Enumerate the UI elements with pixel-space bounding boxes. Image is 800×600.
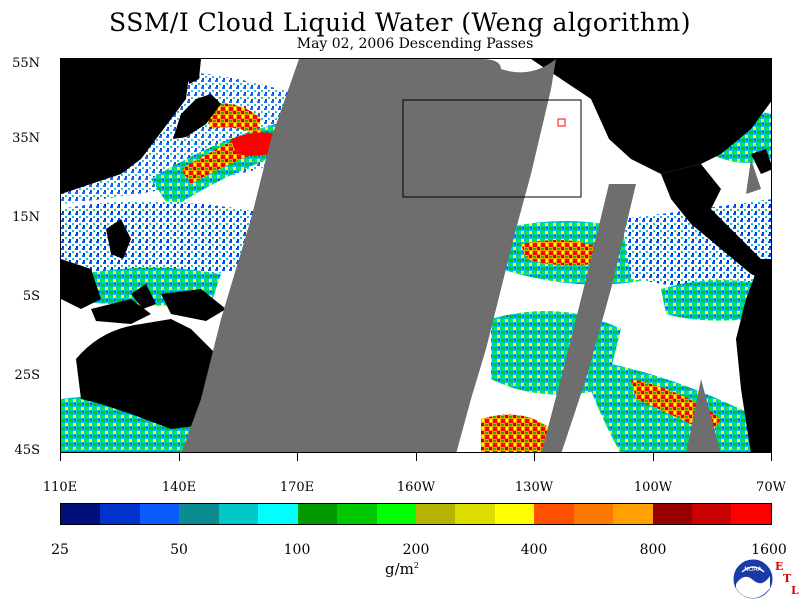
colorbar-swatch [179, 504, 219, 524]
x-tick [653, 453, 654, 461]
cloud-water-map [60, 58, 772, 453]
colorbar-label: 100 [283, 542, 311, 558]
red-marker-box [557, 118, 566, 127]
lon-label-100w: 100W [633, 480, 673, 495]
no-data-swaths [181, 59, 761, 452]
colorbar-swatch [100, 504, 140, 524]
colorbar-swatch [139, 504, 180, 524]
x-tick [297, 453, 298, 461]
colorbar-label: 400 [520, 542, 548, 558]
x-tick [771, 453, 772, 461]
lat-label-45s: 45S [14, 443, 40, 458]
x-tick [416, 453, 417, 461]
units-exponent: 2 [413, 561, 419, 570]
colorbar-swatch [376, 504, 416, 524]
colorbar-label: 200 [402, 542, 430, 558]
lon-label-140e: 140E [161, 480, 197, 495]
colorbar-label: 50 [170, 542, 188, 558]
colorbar-swatch [731, 504, 771, 524]
x-tick [60, 453, 61, 461]
colorbar-swatch [494, 504, 535, 524]
lon-label-130w: 130W [514, 480, 554, 495]
analysis-box [402, 99, 582, 198]
colorbar-label: 25 [51, 542, 69, 558]
colorbar-swatch [534, 504, 574, 524]
colorbar [60, 503, 772, 525]
map-canvas [61, 59, 771, 452]
etl-letter-t: T [783, 572, 792, 585]
colorbar-swatch [415, 504, 456, 524]
map-subtitle: May 02, 2006 Descending Passes [296, 36, 534, 52]
colorbar-swatch [455, 504, 495, 524]
land-masses [61, 59, 771, 452]
lon-label-110e: 110E [42, 480, 78, 495]
colorbar-label: 800 [639, 542, 667, 558]
noaa-logo-text: NOAA [744, 566, 762, 573]
x-tick [534, 453, 535, 461]
colorbar-swatch [258, 504, 298, 524]
colorbar-swatch [652, 504, 692, 524]
colorbar-swatch [297, 504, 338, 524]
colorbar-units: g/m2 [385, 560, 419, 578]
noaa-logo: NOAA [732, 558, 774, 600]
lat-label-15n: 15N [12, 210, 40, 225]
colorbar-swatch [573, 504, 614, 524]
x-tick [179, 453, 180, 461]
lat-label-35n: 35N [12, 131, 40, 146]
lon-label-160w: 160W [396, 480, 436, 495]
etl-letter-e: E [775, 560, 784, 573]
map-title: SSM/I Cloud Liquid Water (Weng algorithm… [109, 8, 691, 37]
units-base: g/m [385, 560, 414, 578]
etl-letter-l: L [791, 584, 799, 597]
lat-label-25s: 25S [14, 368, 40, 383]
lon-label-170e: 170E [279, 480, 315, 495]
colorbar-label: 1600 [751, 542, 787, 558]
colorbar-swatch [692, 504, 732, 524]
lat-label-55n: 55N [12, 56, 40, 71]
lon-label-70w: 70W [756, 480, 786, 495]
colorbar-swatch [613, 504, 653, 524]
colorbar-swatch [218, 504, 259, 524]
colorbar-swatch [61, 504, 101, 524]
colorbar-swatch [337, 504, 377, 524]
lat-label-5s: 5S [22, 289, 40, 304]
